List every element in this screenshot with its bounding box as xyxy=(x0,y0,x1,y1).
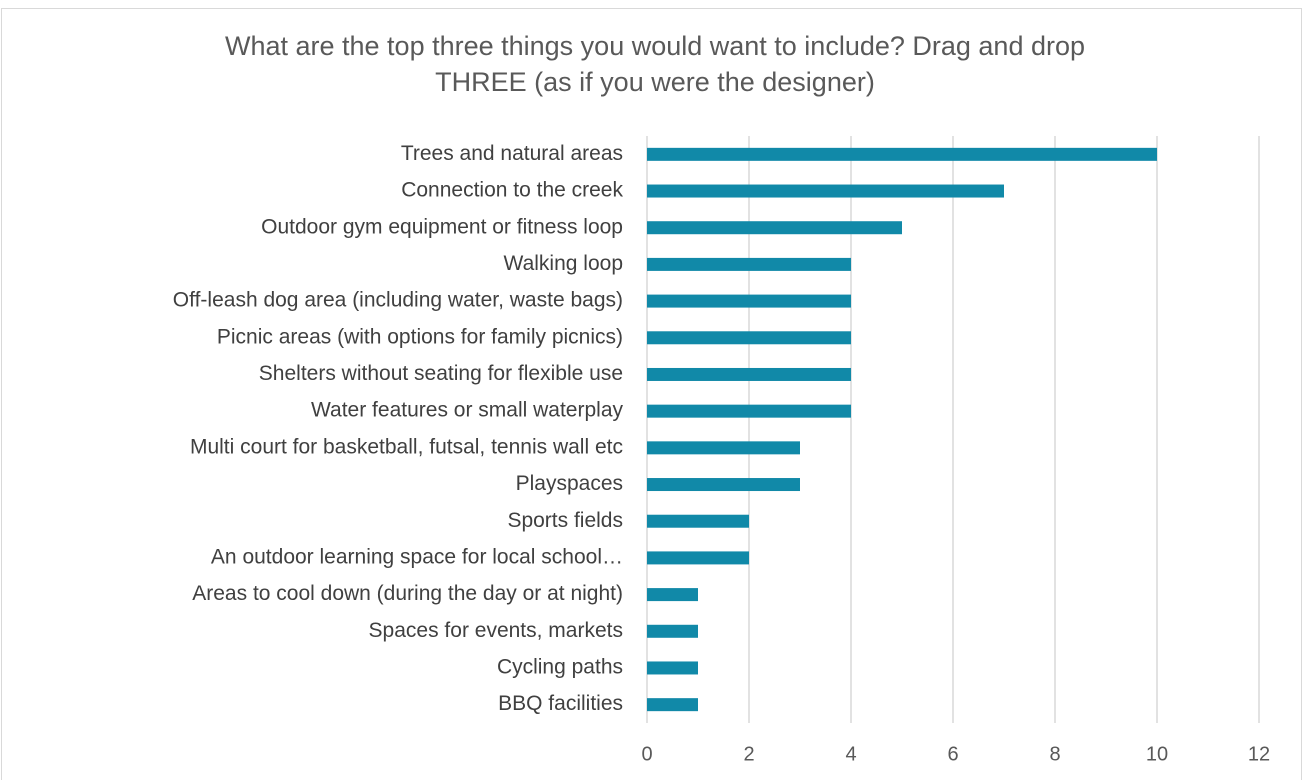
bar xyxy=(647,588,698,602)
x-tick-label: 6 xyxy=(947,743,958,765)
bar xyxy=(647,294,851,308)
y-tick-label: Connection to the creek xyxy=(401,179,623,202)
x-tick-label: 2 xyxy=(743,743,754,765)
bar xyxy=(647,514,749,528)
bar xyxy=(647,147,1157,161)
chart-title: What are the top three things you would … xyxy=(224,31,1086,97)
bar xyxy=(647,221,902,235)
bar xyxy=(647,661,698,675)
y-tick-label: Shelters without seating for flexible us… xyxy=(259,362,623,385)
bar xyxy=(647,441,800,455)
y-tick-label: Off-leash dog area (including water, was… xyxy=(173,289,623,312)
y-tick-label: Water features or small waterplay xyxy=(311,399,623,422)
bar xyxy=(647,698,698,712)
x-tick-label: 0 xyxy=(641,743,652,765)
y-tick-label: Sports fields xyxy=(507,509,623,532)
chart-frame xyxy=(1,8,1302,780)
bar xyxy=(647,367,851,381)
y-tick-label: BBQ facilities xyxy=(498,692,623,715)
bar xyxy=(647,624,698,638)
bar xyxy=(647,331,851,345)
bar xyxy=(647,184,1004,198)
y-tick-label: Picnic areas (with options for family pi… xyxy=(217,325,623,348)
y-tick-label: Multi court for basketball, futsal, tenn… xyxy=(190,435,623,458)
y-tick-label: Outdoor gym equipment or fitness loop xyxy=(261,215,623,238)
y-tick-label: Cycling paths xyxy=(497,656,623,679)
y-tick-label: Spaces for events, markets xyxy=(369,619,623,642)
bar xyxy=(647,257,851,271)
y-tick-label: Walking loop xyxy=(504,252,623,275)
x-tick-label: 4 xyxy=(845,743,856,765)
y-tick-label: Areas to cool down (during the day or at… xyxy=(192,582,623,605)
y-tick-label: Trees and natural areas xyxy=(401,142,623,165)
x-tick-label: 10 xyxy=(1146,743,1168,765)
bar xyxy=(647,551,749,565)
x-tick-label: 8 xyxy=(1049,743,1060,765)
bar xyxy=(647,478,800,492)
x-tick-label: 12 xyxy=(1248,743,1270,765)
y-tick-label: An outdoor learning space for local scho… xyxy=(211,545,623,568)
bar xyxy=(647,404,851,418)
y-tick-label: Playspaces xyxy=(516,472,623,495)
